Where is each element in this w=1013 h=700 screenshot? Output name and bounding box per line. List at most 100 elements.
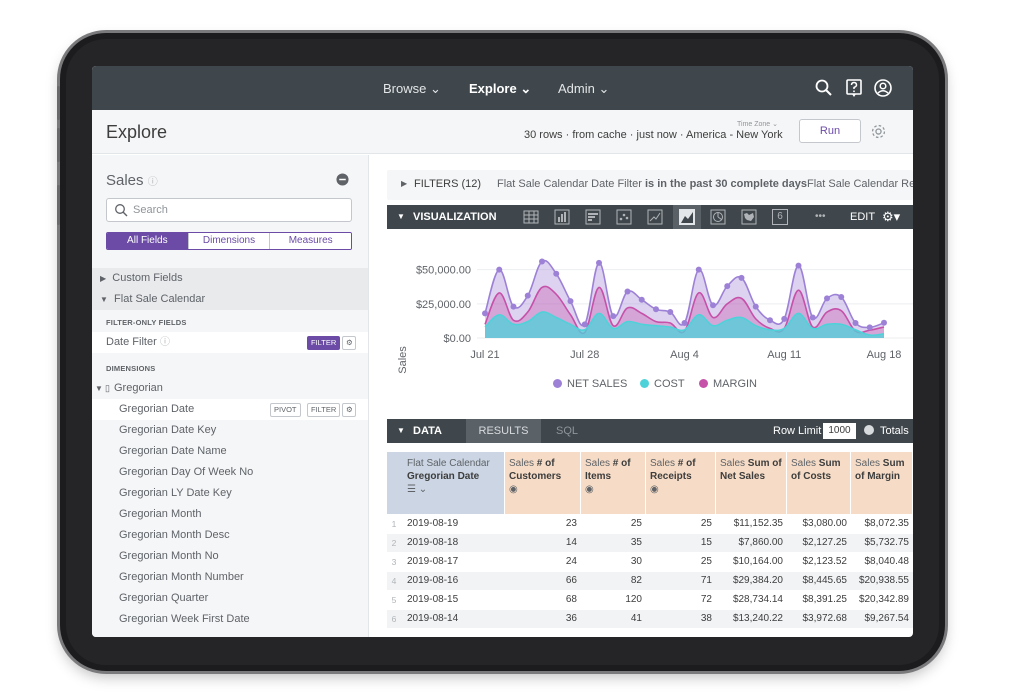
data-point[interactable] — [638, 296, 645, 303]
timezone-label[interactable]: Time Zone ⌄ — [737, 121, 779, 128]
field-item[interactable]: Gregorian Quarter — [92, 588, 368, 609]
data-point[interactable] — [524, 292, 531, 299]
column-header-gregorian-date[interactable]: Flat Sale Calendar Gregorian Date ☰ ⌄ — [387, 452, 505, 514]
visualization-bar[interactable]: ▼ VISUALIZATION 6 ••• EDIT ⚙▾ — [387, 205, 913, 229]
totals-checkbox[interactable] — [864, 425, 874, 435]
pie-viz-icon[interactable] — [710, 209, 726, 225]
tab-measures[interactable]: Measures — [270, 233, 351, 249]
data-point[interactable] — [710, 302, 716, 309]
filters-bar[interactable]: ▶ FILTERS (12) Flat Sale Calendar Date F… — [387, 170, 913, 200]
legend-item-net-sales[interactable]: NET SALES — [553, 378, 627, 390]
column-header-receipts[interactable]: Sales # of Receipts ◉ — [646, 452, 716, 514]
data-point[interactable] — [482, 310, 488, 317]
area-viz-icon[interactable] — [673, 205, 701, 229]
filter-button[interactable]: FILTER — [307, 336, 341, 350]
data-point[interactable] — [881, 319, 887, 326]
field-item[interactable]: Gregorian Month Desc — [92, 525, 368, 546]
data-point[interactable] — [781, 315, 788, 322]
field-item[interactable]: Gregorian LY Date Key — [92, 483, 368, 504]
collapse-icon[interactable] — [336, 173, 349, 186]
data-point[interactable] — [752, 303, 759, 310]
search-input[interactable]: Search — [106, 198, 352, 222]
column-viz-icon[interactable] — [554, 209, 570, 225]
eye-icon[interactable]: ◉ — [585, 484, 594, 495]
table-row[interactable] — [387, 515, 913, 533]
field-item[interactable]: Gregorian Day Of Week No — [92, 462, 368, 483]
data-point[interactable] — [581, 321, 588, 328]
column-header-margin[interactable]: Sales Sum of Margin — [851, 452, 913, 514]
data-point[interactable] — [866, 324, 873, 331]
data-label[interactable]: DATA — [413, 425, 442, 437]
data-point[interactable] — [567, 298, 574, 305]
column-header-items[interactable]: Sales # of Items ◉ — [581, 452, 646, 514]
tab-sql[interactable]: SQL — [555, 425, 578, 437]
tab-all-fields[interactable]: All Fields — [107, 233, 189, 249]
tab-dimensions[interactable]: Dimensions — [188, 233, 271, 249]
data-point[interactable] — [809, 314, 816, 321]
info-icon[interactable]: ⓘ — [160, 337, 170, 348]
caret-down-icon[interactable]: ▼ — [397, 426, 405, 435]
table-row[interactable] — [387, 553, 913, 571]
data-point[interactable] — [695, 266, 702, 273]
table-row[interactable] — [387, 610, 913, 628]
nav-explore[interactable]: Explore ⌄ — [469, 81, 531, 97]
data-point[interactable] — [724, 283, 731, 290]
tab-results[interactable]: RESULTS — [466, 419, 541, 443]
nav-browse[interactable]: Browse ⌄ — [383, 81, 441, 97]
help-icon[interactable] — [844, 78, 864, 98]
table-row[interactable] — [387, 572, 913, 590]
data-point[interactable] — [681, 319, 688, 326]
column-header-customers[interactable]: Sales # of Customers ◉ — [505, 452, 581, 514]
scatter-viz-icon[interactable] — [616, 209, 632, 225]
data-point[interactable] — [795, 262, 802, 269]
pivot-button[interactable]: PIVOT — [270, 403, 301, 417]
column-header-net-sales[interactable]: Sales Sum of Net Sales — [716, 452, 787, 514]
data-point[interactable] — [653, 306, 659, 313]
data-point[interactable] — [667, 309, 674, 316]
data-point[interactable] — [510, 303, 517, 310]
nav-admin[interactable]: Admin ⌄ — [558, 81, 609, 97]
field-item[interactable]: Gregorian Date Key — [92, 420, 368, 441]
info-icon[interactable]: ⓘ — [147, 177, 158, 188]
field-item[interactable]: Gregorian Week First Date — [92, 609, 368, 630]
user-icon[interactable] — [873, 78, 893, 98]
data-point[interactable] — [824, 295, 830, 302]
data-point[interactable] — [838, 294, 845, 300]
gear-icon[interactable]: ⚙ — [342, 403, 356, 417]
field-item[interactable]: Gregorian Date Name — [92, 441, 368, 462]
data-point[interactable] — [610, 313, 617, 320]
table-viz-icon[interactable] — [523, 209, 539, 225]
data-point[interactable] — [496, 266, 503, 273]
data-point[interactable] — [738, 274, 745, 281]
legend-item-margin[interactable]: MARGIN — [699, 378, 757, 390]
gear-icon[interactable]: ⚙ — [342, 336, 356, 350]
legend-item-cost[interactable]: COST — [640, 378, 685, 390]
data-point[interactable] — [553, 270, 560, 277]
table-row[interactable] — [387, 534, 913, 552]
bar-viz-icon[interactable] — [585, 209, 601, 225]
map-viz-icon[interactable] — [741, 209, 757, 225]
group-flat-sale-calendar[interactable]: ▼ Flat Sale Calendar — [92, 289, 368, 310]
field-item[interactable]: Gregorian Month No — [92, 546, 368, 567]
sort-icon[interactable]: ☰ ⌄ — [407, 484, 428, 495]
data-point[interactable] — [596, 259, 602, 266]
column-header-costs[interactable]: Sales Sum of Costs — [787, 452, 851, 514]
data-point[interactable] — [767, 317, 773, 324]
field-gregorian-date[interactable]: Gregorian Date PIVOT FILTER ⚙ — [92, 399, 368, 420]
gear-icon[interactable] — [870, 123, 887, 140]
eye-icon[interactable]: ◉ — [650, 484, 659, 495]
timezone-select[interactable]: America - New York — [686, 129, 783, 141]
filter-button[interactable]: FILTER — [307, 403, 341, 417]
run-button[interactable]: Run — [799, 119, 861, 143]
data-point[interactable] — [539, 258, 545, 265]
gear-icon[interactable]: ⚙▾ — [882, 209, 901, 224]
more-viz-button[interactable]: ••• — [815, 211, 826, 222]
data-point[interactable] — [624, 288, 631, 295]
single-value-viz-icon[interactable]: 6 — [772, 209, 788, 225]
data-point[interactable] — [852, 319, 859, 326]
edit-button[interactable]: EDIT — [850, 211, 876, 223]
field-date-filter[interactable]: Date Filter ⓘ FILTER ⚙ — [92, 332, 368, 353]
field-item[interactable]: Gregorian Month Number — [92, 567, 368, 588]
group-custom-fields[interactable]: ▶ Custom Fields — [92, 268, 368, 289]
field-item[interactable]: Gregorian Month — [92, 504, 368, 525]
